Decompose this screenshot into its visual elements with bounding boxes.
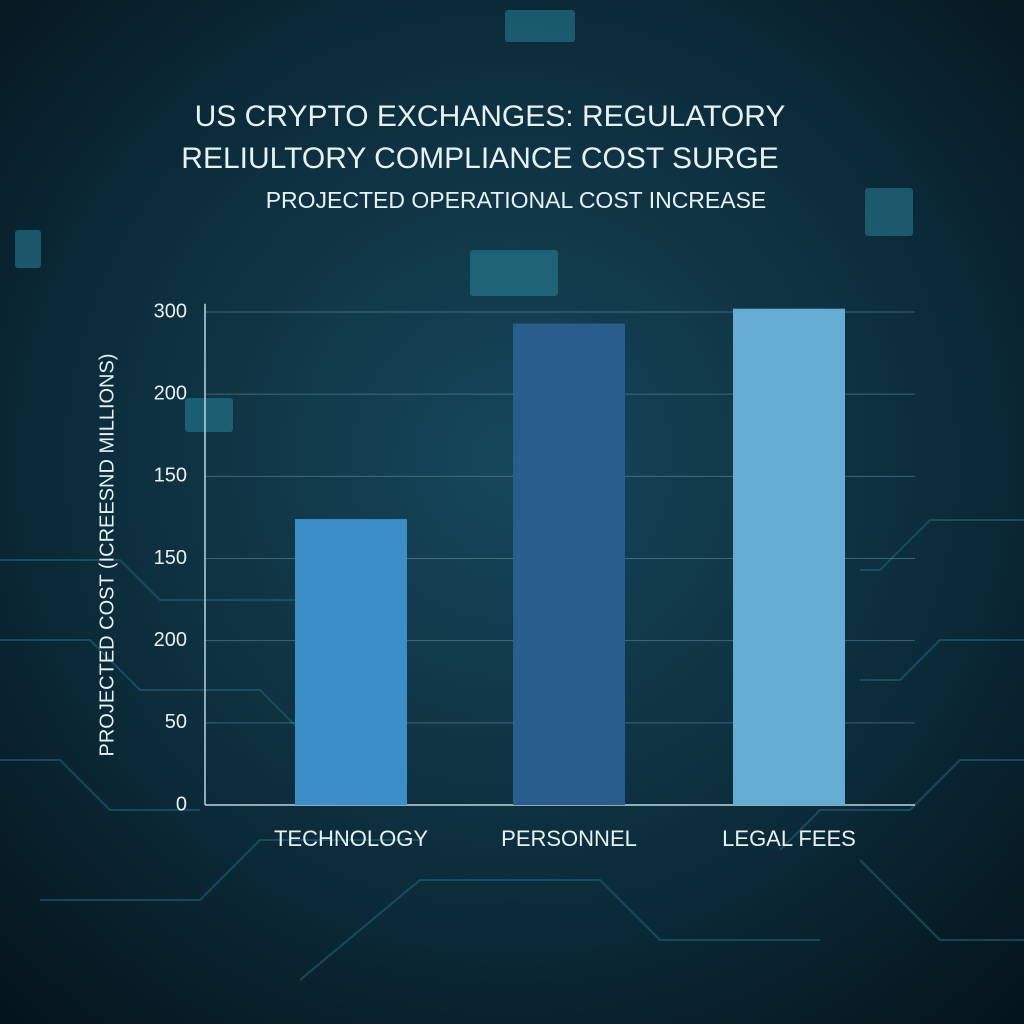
x-tick-label: LEGAL FEES: [722, 826, 856, 851]
x-tick-label: TECHNOLOGY: [274, 826, 428, 851]
y-tick-label: 150: [154, 547, 187, 569]
y-tick-label: 150: [154, 465, 187, 487]
bar: [513, 323, 625, 805]
chart-title: US CRYPTO EXCHANGES: REGULATORY: [195, 100, 786, 133]
bar: [295, 519, 407, 805]
chart-subtitle: PROJECTED OPERATIONAL COST INCREASE: [266, 187, 767, 213]
x-tick-label: PERSONNEL: [501, 826, 637, 851]
chart-title: RELIULTORY COMPLIANCE COST SURGE: [181, 142, 778, 175]
y-tick-label: 300: [154, 300, 187, 322]
circuit-decoration: [0, 519, 1024, 981]
y-axis-label: PROJECTED COST (ICREESND MILLIONS): [96, 353, 118, 756]
y-tick-label: 50: [165, 711, 187, 733]
y-tick-label: 200: [154, 382, 187, 404]
y-tick-label: 200: [154, 629, 187, 651]
background-panels: [15, 10, 913, 432]
y-tick-label: 0: [176, 793, 187, 815]
bar: [733, 308, 845, 805]
